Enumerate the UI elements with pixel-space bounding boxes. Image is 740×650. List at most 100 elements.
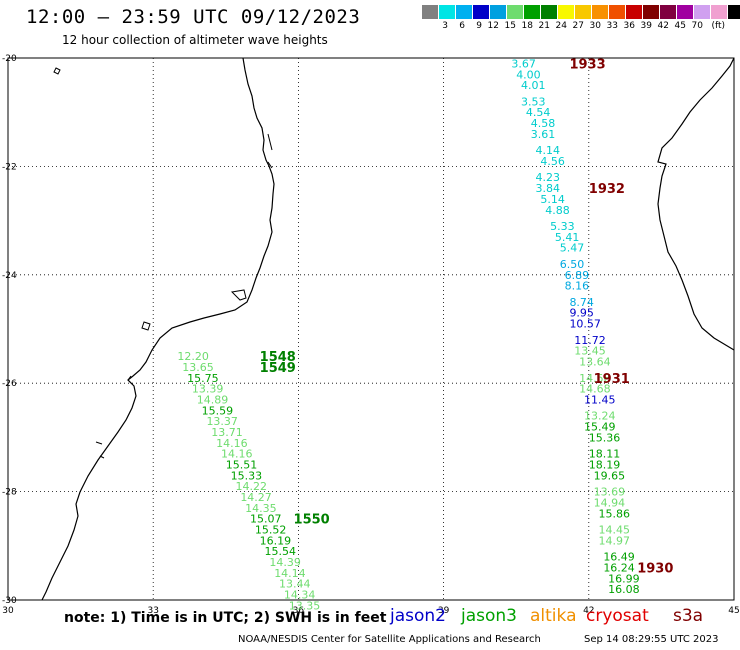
wave-height-point: 18.19	[589, 459, 621, 472]
wave-height-point: 15.52	[255, 524, 287, 537]
wave-height-point: 15.36	[589, 431, 621, 444]
wave-height-point: 15.54	[265, 545, 297, 558]
inland-water-2	[230, 289, 247, 301]
scale-swatch	[456, 5, 473, 19]
scale-swatch	[473, 5, 490, 19]
wave-height-point: 14.68	[579, 383, 611, 396]
wave-height-point: 14.22	[235, 480, 266, 493]
scale-swatch	[507, 5, 524, 19]
wave-height-point: 14.16	[221, 448, 253, 461]
wave-height-point: 15.49	[584, 421, 616, 434]
wave-height-point: 14.45	[598, 524, 630, 537]
scale-label: 27	[572, 21, 584, 31]
wave-height-point: 13.69	[594, 486, 626, 499]
credit-text: NOAA/NESDIS Center for Satellite Applica…	[238, 634, 541, 645]
wave-height-point: 14.34	[284, 589, 316, 602]
wave-height-point: 14.39	[269, 556, 301, 569]
scale-swatch	[660, 5, 677, 19]
inland-water-3	[141, 321, 151, 331]
pass-time-label: 1549	[260, 361, 296, 376]
wave-height-point: 5.14	[540, 193, 565, 206]
scale-label: 3	[442, 21, 448, 31]
scale-label: 6	[459, 21, 465, 31]
scale-swatch	[422, 5, 439, 19]
scale-swatch	[677, 5, 694, 19]
wave-height-point: 4.14	[536, 144, 561, 157]
wave-height-point: 14.97	[598, 534, 630, 547]
altimeter-points: 3.674.004.01 3.534.544.583.61 4.144.56 4.23…	[177, 57, 639, 612]
lon-tick-label: 42	[583, 606, 594, 616]
wave-height-point: 14.58	[579, 372, 611, 385]
wave-height-point: 15.86	[598, 507, 630, 520]
pass-time-label: 1932	[589, 182, 625, 197]
scale-label: 42	[657, 21, 669, 31]
africa-coastline-detail	[127, 133, 273, 385]
wave-height-point: 13.24	[584, 410, 616, 423]
scale-label: 33	[606, 21, 618, 31]
wave-height-point: 13.35	[289, 599, 321, 612]
pass-time-label: 1548	[260, 350, 296, 365]
satellite-label-cryosat: cryosat	[586, 606, 649, 626]
scale-label: 21	[538, 21, 550, 31]
lat-tick-label: -22	[2, 162, 17, 172]
wave-height-point: 4.54	[526, 106, 551, 119]
satellite-label-jason3: jason3	[461, 606, 517, 626]
wave-height-point: 15.07	[250, 513, 282, 526]
wave-height-point: 16.49	[603, 551, 635, 564]
scale-label: 15	[504, 21, 516, 31]
wave-height-point: 15.75	[187, 372, 219, 385]
scale-label: 9	[476, 21, 482, 31]
wave-height-point: 11.45	[584, 393, 616, 406]
wave-height-point: 13.65	[182, 361, 214, 374]
wave-height-point: 4.58	[531, 117, 556, 130]
map-title: 12:00 — 23:59 UTC 09/12/2023	[26, 6, 361, 28]
lat-tick-label: -20	[2, 54, 17, 64]
wave-height-point: 4.88	[545, 204, 570, 217]
wave-height-point: 5.33	[550, 220, 575, 233]
scale-swatch	[626, 5, 643, 19]
wave-height-point: 15.33	[231, 469, 263, 482]
wave-height-point: 14.89	[197, 393, 229, 406]
wave-height-point: 15.59	[202, 404, 234, 417]
wave-height-point: 15.51	[226, 459, 257, 472]
wave-height-point: 18.11	[589, 448, 621, 461]
africa-coastline	[41, 57, 275, 601]
wave-height-point: 13.45	[574, 345, 606, 358]
scale-swatch	[609, 5, 626, 19]
color-scale-bar	[422, 5, 740, 19]
lon-tick-label: 39	[438, 606, 450, 616]
scale-label: (ft)	[711, 21, 725, 31]
wave-height-point: 11.72	[574, 334, 606, 347]
wave-height-point: 16.19	[260, 534, 292, 547]
satellite-label-jason2: jason2	[390, 606, 446, 626]
wave-height-point: 13.64	[579, 356, 611, 369]
wave-height-point: 16.08	[608, 583, 640, 596]
wave-height-point: 6.50	[560, 258, 585, 271]
wave-height-point: 14.27	[240, 491, 272, 504]
lat-tick-label: -28	[2, 488, 17, 498]
scale-label: 36	[623, 21, 635, 31]
wave-height-point: 16.24	[603, 561, 635, 574]
scale-label: 18	[521, 21, 533, 31]
inland-water-4	[95, 441, 105, 459]
wave-height-point: 3.53	[521, 95, 546, 108]
wave-height-point: 3.61	[531, 128, 556, 141]
scale-label: 24	[555, 21, 567, 31]
wave-height-point: 13.37	[206, 415, 238, 428]
wave-height-point: 6.89	[565, 269, 590, 282]
wave-height-point: 14.94	[594, 496, 626, 509]
scale-label: 39	[640, 21, 652, 31]
scale-swatch	[439, 5, 456, 19]
wave-height-point: 12.20	[177, 350, 209, 363]
lon-tick-label: 36	[293, 606, 305, 616]
scale-swatch	[575, 5, 592, 19]
scale-swatch	[728, 5, 740, 19]
scale-swatch	[592, 5, 609, 19]
wave-height-point: 4.00	[516, 68, 541, 81]
wave-height-point: 13.44	[279, 578, 311, 591]
satellite-label-altika: altika	[530, 606, 577, 626]
pass-time-label: 1933	[569, 57, 605, 72]
wave-height-point: 3.84	[536, 182, 561, 195]
